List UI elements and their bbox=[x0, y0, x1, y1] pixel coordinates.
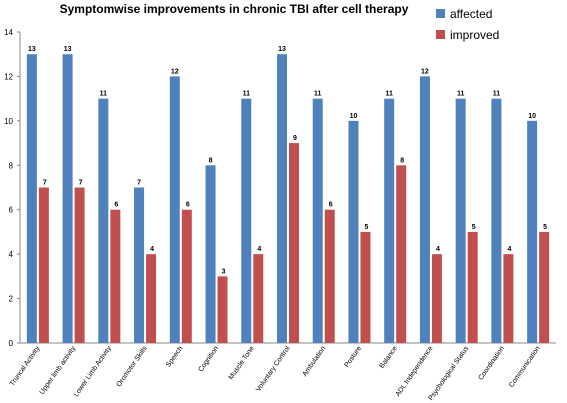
category-label: Balance bbox=[379, 345, 399, 370]
data-label-affected-9: 10 bbox=[350, 113, 358, 120]
category-label: Speech bbox=[165, 345, 184, 369]
category-label: Upper limb activity bbox=[39, 345, 78, 396]
bar-affected-7 bbox=[277, 54, 287, 343]
category-label: Ambulation bbox=[302, 345, 328, 378]
data-label-improved-5: 3 bbox=[222, 268, 226, 275]
legend-swatch-improved bbox=[436, 30, 445, 39]
category-label: ADL Independence bbox=[395, 345, 435, 398]
data-label-affected-0: 13 bbox=[28, 46, 36, 53]
axes bbox=[19, 32, 556, 344]
legend-swatch-affected bbox=[436, 9, 445, 18]
bar-improved-11 bbox=[431, 254, 442, 343]
category-label: Cognition bbox=[197, 345, 220, 373]
bar-improved-9 bbox=[360, 231, 371, 343]
data-label-affected-2: 11 bbox=[100, 91, 108, 98]
category-label: Posture bbox=[344, 345, 364, 369]
bar-improved-2 bbox=[110, 209, 121, 343]
bar-improved-5 bbox=[217, 276, 228, 343]
bar-affected-4 bbox=[169, 76, 180, 343]
bar-improved-4 bbox=[181, 209, 192, 343]
bar-affected-0 bbox=[26, 54, 37, 343]
data-label-improved-11: 4 bbox=[436, 246, 440, 253]
bar-affected-6 bbox=[241, 98, 252, 344]
bar-improved-0 bbox=[38, 187, 49, 343]
bar-affected-11 bbox=[419, 76, 430, 343]
bar-improved-8 bbox=[324, 209, 335, 343]
data-label-improved-2: 6 bbox=[114, 202, 118, 209]
data-label-improved-4: 6 bbox=[186, 202, 190, 209]
legend-label-affected: affected bbox=[450, 7, 492, 21]
data-labels: 13 7 13 7 11 6 7 4 12 6 8 3 11 4 13 9 11 6 10 5 11 8 12 4 11 5 11 4… bbox=[28, 46, 547, 275]
data-label-affected-5: 8 bbox=[209, 157, 213, 164]
category-label: Lower Limb Activity bbox=[73, 345, 113, 399]
y-tick-label: 4 bbox=[9, 250, 14, 259]
bar-affected-12 bbox=[455, 98, 466, 344]
bar-improved-12 bbox=[467, 231, 478, 343]
bar-affected-2 bbox=[98, 98, 109, 344]
bar-affected-14 bbox=[527, 120, 538, 343]
y-tick-label: 10 bbox=[4, 117, 13, 126]
data-label-improved-3: 4 bbox=[150, 246, 154, 253]
category-label: Truncal Activity bbox=[9, 345, 42, 388]
data-label-affected-12: 11 bbox=[457, 91, 465, 98]
bar-improved-10 bbox=[396, 165, 407, 343]
data-label-affected-6: 11 bbox=[243, 91, 251, 98]
data-label-improved-8: 6 bbox=[329, 202, 333, 209]
y-tick-label: 12 bbox=[4, 72, 13, 81]
category-label: Psychological Status bbox=[428, 345, 471, 402]
data-label-improved-12: 5 bbox=[472, 224, 476, 231]
category-label: Communication bbox=[508, 345, 542, 389]
data-label-affected-4: 12 bbox=[171, 68, 179, 75]
category-label: Oromotor Skills bbox=[116, 345, 149, 389]
bar-affected-9 bbox=[348, 120, 359, 343]
data-label-improved-9: 5 bbox=[365, 224, 369, 231]
data-label-improved-7: 9 bbox=[293, 135, 297, 142]
data-label-improved-1: 7 bbox=[79, 180, 83, 187]
data-label-affected-14: 10 bbox=[528, 113, 536, 120]
bar-affected-8 bbox=[312, 98, 323, 344]
bar-affected-1 bbox=[62, 54, 73, 343]
bar-improved-13 bbox=[503, 254, 514, 343]
legend: affected improved bbox=[436, 7, 499, 42]
legend-label-improved: improved bbox=[450, 28, 499, 42]
data-label-improved-14: 5 bbox=[543, 224, 547, 231]
y-tick-label: 0 bbox=[9, 339, 14, 348]
data-label-improved-10: 8 bbox=[400, 157, 404, 164]
y-ticks: 0 2 4 6 8 10 12 14 bbox=[4, 28, 20, 348]
bar-improved-6 bbox=[253, 254, 264, 343]
data-label-improved-6: 4 bbox=[257, 246, 261, 253]
bars bbox=[26, 54, 550, 344]
bar-affected-5 bbox=[205, 165, 216, 343]
bar-affected-13 bbox=[491, 98, 502, 344]
data-label-affected-10: 11 bbox=[385, 91, 393, 98]
y-tick-label: 6 bbox=[9, 206, 14, 215]
data-label-affected-3: 7 bbox=[137, 180, 141, 187]
bar-affected-3 bbox=[134, 187, 145, 343]
data-label-improved-13: 4 bbox=[507, 246, 511, 253]
bar-improved-3 bbox=[146, 254, 157, 343]
chart-title: Symptomwise improvements in chronic TBI … bbox=[60, 2, 409, 16]
data-label-affected-1: 13 bbox=[64, 46, 72, 53]
category-label: Coordination bbox=[478, 345, 507, 382]
category-label: Muscle Tone bbox=[228, 345, 256, 381]
y-tick-label: 14 bbox=[4, 28, 13, 37]
category-label: Voluntary Control bbox=[255, 345, 292, 393]
bar-affected-10 bbox=[384, 98, 395, 344]
data-label-affected-11: 12 bbox=[421, 68, 429, 75]
bar-improved-14 bbox=[539, 231, 550, 343]
data-label-affected-8: 11 bbox=[314, 91, 322, 98]
bar-improved-1 bbox=[74, 187, 85, 343]
bar-improved-7 bbox=[289, 143, 299, 343]
data-label-improved-0: 7 bbox=[43, 180, 47, 187]
data-label-affected-13: 11 bbox=[493, 91, 501, 98]
y-tick-label: 8 bbox=[9, 161, 14, 170]
y-tick-label: 2 bbox=[9, 295, 14, 304]
data-label-affected-7: 13 bbox=[278, 46, 286, 53]
